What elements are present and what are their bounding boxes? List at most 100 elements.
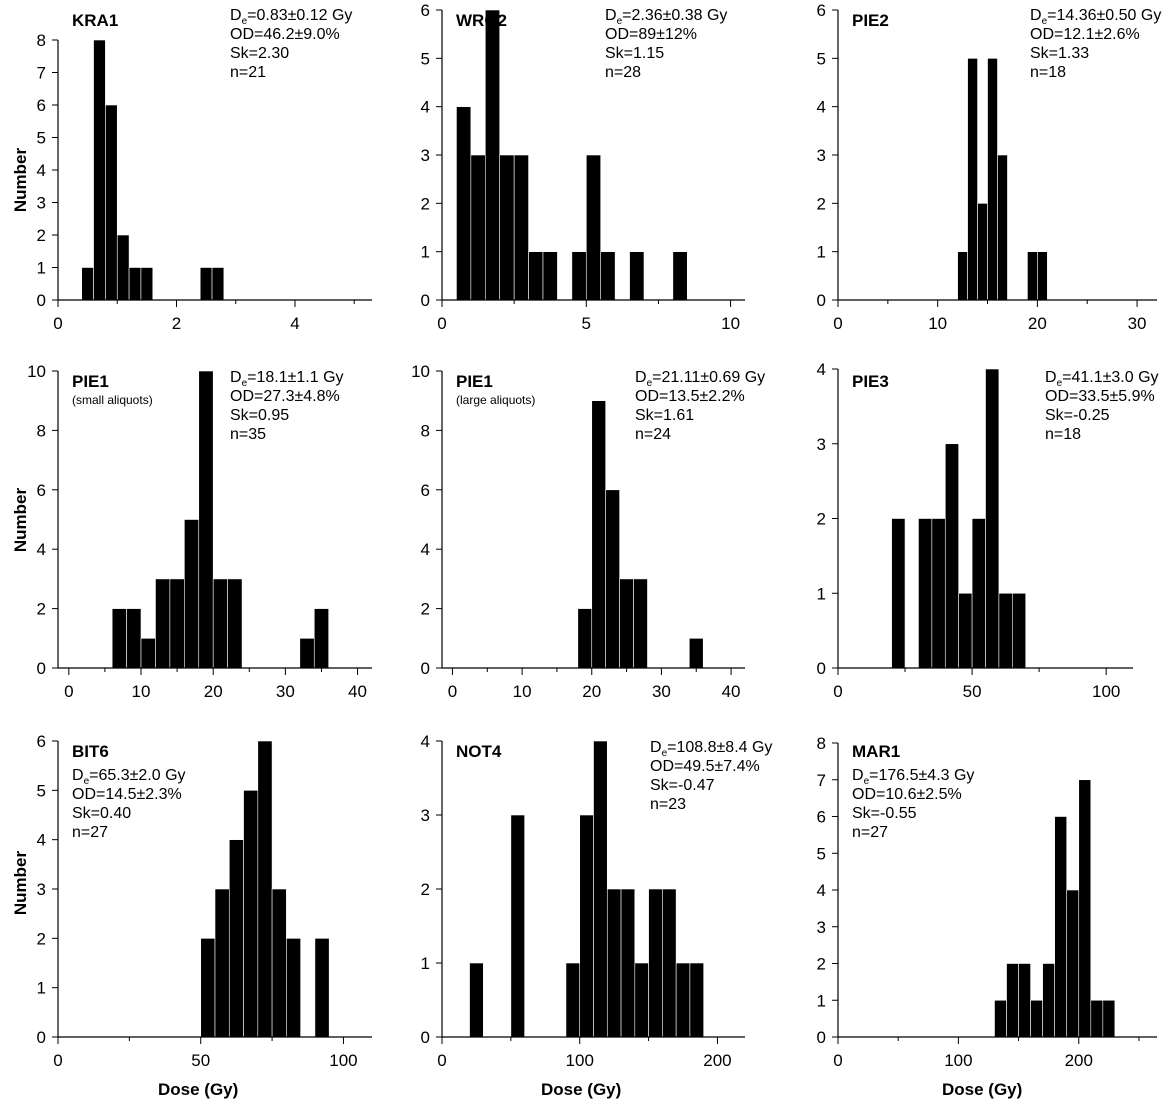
histogram-bar (958, 592, 973, 669)
y-tick-label: 2 (37, 600, 46, 619)
x-tick-label: 100 (566, 1051, 594, 1070)
x-tick-label: 2 (172, 314, 181, 333)
stat-od: OD=14.5±2.3% (72, 786, 182, 803)
sample-subtitle: (small aliquots) (72, 393, 153, 407)
histogram-panel-8: 0 1 2 3 4 0 100 200 NOT4 De=108.8±8.4 GyOD=49.5±7… (421, 732, 773, 1070)
histogram-bar (994, 999, 1007, 1038)
histogram-bar (214, 888, 230, 1038)
histogram-bar (199, 267, 213, 301)
histogram-bar (198, 370, 214, 669)
histogram-bar (211, 267, 225, 301)
stat-sk: Sk=-0.55 (852, 805, 917, 822)
stat-de: De=176.5±4.3 Gy (852, 767, 974, 787)
stat-de: De=18.1±1.1 Gy (230, 369, 344, 389)
histogram-panel-7: 0 1 2 3 4 5 6 0 50 100 BIT6 De=65.3±2.0 GyOD=14.5±2… (37, 732, 372, 1070)
stat-sk: Sk=1.61 (635, 407, 694, 424)
histogram-bar (93, 39, 106, 301)
histogram-bar (1018, 963, 1031, 1038)
stat-od: OD=49.5±7.4% (650, 758, 760, 775)
histogram-bar (499, 154, 515, 301)
x-tick-label: 100 (329, 1051, 357, 1070)
x-tick-label: 100 (944, 1051, 972, 1070)
y-tick-label: 1 (421, 243, 430, 262)
histogram-bar (81, 267, 94, 301)
y-tick-label: 3 (37, 880, 46, 899)
x-tick-label: 0 (53, 314, 62, 333)
histogram-bar (944, 443, 959, 669)
y-tick-label: 8 (37, 31, 46, 50)
x-tick-label: 0 (833, 1051, 842, 1070)
y-axis-label-row-2: Number (11, 487, 30, 553)
histogram-bar (243, 790, 259, 1038)
histogram-bar (314, 938, 330, 1038)
histogram-bar (605, 489, 620, 669)
stat-n: n=21 (230, 64, 266, 81)
histogram-bar (620, 888, 636, 1038)
y-axis-label-row-1: Number (11, 147, 30, 213)
y-tick-label: 4 (817, 881, 826, 900)
histogram-bar (456, 106, 472, 301)
histogram-bar (891, 518, 906, 669)
x-tick-label: 20 (204, 682, 223, 701)
stat-n: n=35 (230, 426, 266, 443)
y-tick-label: 4 (817, 360, 826, 379)
y-tick-label: 3 (37, 194, 46, 213)
histogram-bar (1090, 999, 1104, 1038)
histogram-bar (985, 368, 1000, 669)
x-tick-label: 0 (833, 682, 842, 701)
histogram-bar (140, 637, 156, 669)
y-tick-label: 1 (37, 979, 46, 998)
y-tick-label: 3 (817, 435, 826, 454)
histogram-bar (528, 251, 544, 301)
x-tick-label: 0 (437, 314, 446, 333)
stat-n: n=18 (1045, 426, 1081, 443)
y-tick-label: 0 (37, 659, 46, 678)
histogram-bar (600, 251, 616, 301)
histogram-bar (126, 608, 142, 669)
y-tick-label: 5 (37, 781, 46, 800)
histogram-bar (228, 839, 244, 1038)
x-axis-label-col-1: Dose (Gy) (158, 1080, 239, 1099)
y-tick-label: 4 (421, 98, 430, 117)
stat-de: De=21.11±0.69 Gy (635, 369, 765, 389)
stat-de: De=0.83±0.12 Gy (230, 7, 352, 27)
histogram-bar (565, 962, 581, 1038)
x-tick-label: 200 (1065, 1051, 1093, 1070)
stat-n: n=28 (605, 64, 641, 81)
y-tick-label: 8 (421, 421, 430, 440)
x-tick-label: 10 (513, 682, 532, 701)
histogram-panel-6: 0 1 2 3 4 0 50 100 PIE3 De=41.1±3.0 GyOD=33.5±5.9… (817, 360, 1159, 701)
histogram-bar (977, 203, 988, 301)
y-tick-label: 2 (37, 929, 46, 948)
y-tick-label: 0 (421, 659, 430, 678)
histogram-bar (577, 608, 593, 669)
y-tick-label: 4 (37, 831, 46, 850)
x-tick-label: 40 (722, 682, 741, 701)
y-tick-label: 4 (421, 732, 430, 751)
histogram-bar (1054, 816, 1068, 1038)
y-tick-label: 4 (421, 540, 430, 559)
histogram-bar (957, 251, 968, 301)
x-tick-label: 0 (64, 682, 73, 701)
stat-od: OD=89±12% (605, 26, 697, 43)
histogram-bar (212, 578, 228, 669)
y-tick-label: 2 (817, 955, 826, 974)
histogram-bar (484, 9, 501, 301)
sample-title: KRA1 (72, 11, 118, 30)
x-tick-label: 4 (290, 314, 299, 333)
stat-sk: Sk=1.33 (1030, 45, 1089, 62)
stat-n: n=27 (72, 824, 108, 841)
stat-n: n=18 (1030, 64, 1066, 81)
sample-title: PIE1 (456, 372, 493, 391)
histogram-bar (606, 888, 622, 1038)
x-tick-label: 50 (963, 682, 982, 701)
y-tick-label: 5 (817, 844, 826, 863)
x-tick-label: 40 (348, 682, 367, 701)
x-tick-label: 30 (276, 682, 295, 701)
y-tick-label: 2 (37, 226, 46, 245)
histogram-bar (200, 938, 216, 1038)
x-axis-label-col-2: Dose (Gy) (541, 1080, 622, 1099)
y-tick-label: 5 (37, 129, 46, 148)
